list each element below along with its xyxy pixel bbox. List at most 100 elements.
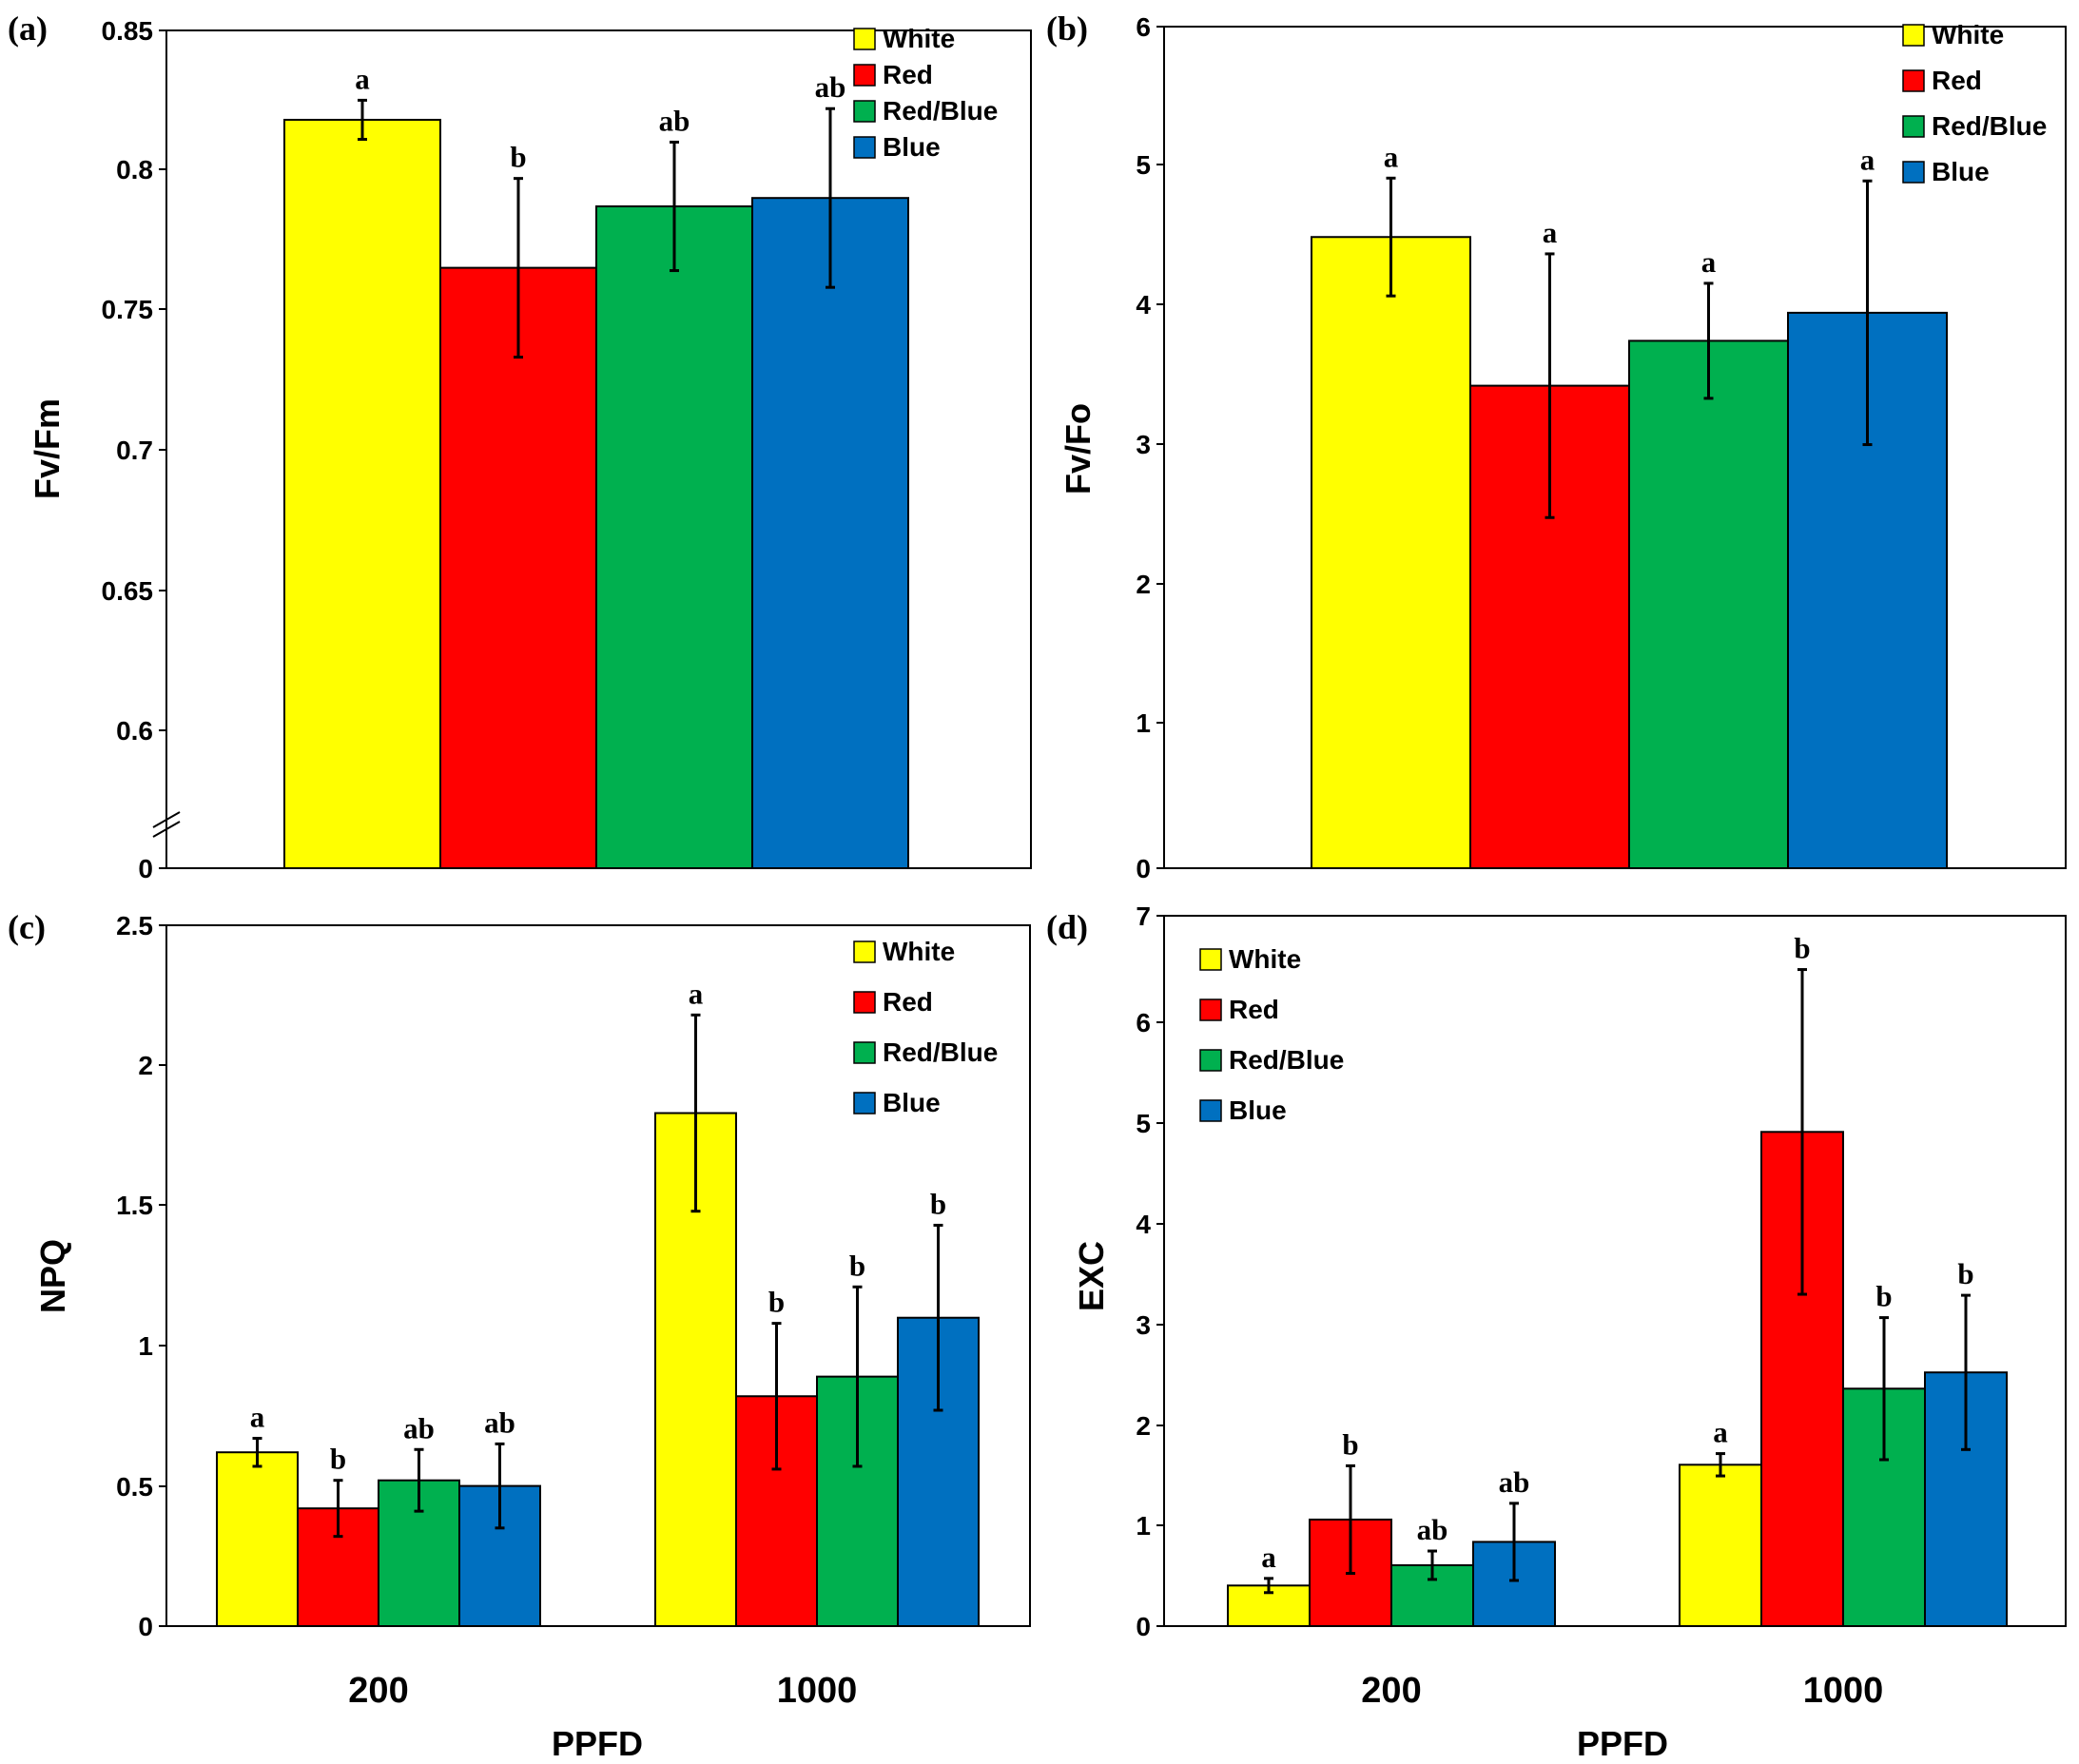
significance-letter: ab	[659, 104, 690, 137]
legend-swatch	[853, 64, 876, 87]
y-tick-label: 0	[138, 854, 153, 883]
y-tick-label: 2	[138, 1051, 153, 1080]
legend-swatch	[1199, 998, 1222, 1021]
significance-letter: ab	[403, 1411, 435, 1444]
significance-letter: a	[355, 62, 370, 95]
y-tick-label: 0.85	[102, 16, 154, 46]
legend-swatch	[853, 1041, 876, 1064]
legend-label: Red/Blue	[883, 1037, 998, 1067]
axis-break-mark	[152, 821, 181, 838]
significance-letter: ab	[815, 70, 846, 104]
significance-letter: b	[1794, 932, 1810, 965]
legend-label: Red	[1229, 995, 1279, 1024]
y-tick-label: 2	[1136, 570, 1151, 599]
y-tick-label: 6	[1136, 1008, 1151, 1037]
legend-label: Red/Blue	[1229, 1045, 1344, 1075]
x-category-label: 1000	[777, 1671, 858, 1711]
y-tick-label: 0.8	[116, 155, 153, 184]
legend: White Red Red/Blue Blue	[1902, 20, 2047, 186]
plot-frame	[165, 924, 1031, 1627]
legend-swatch	[853, 136, 876, 159]
significance-letter: a	[1384, 140, 1399, 173]
significance-letter: ab	[1499, 1465, 1530, 1499]
legend-label: Red	[1932, 66, 1982, 95]
legend-swatch	[1199, 1049, 1222, 1072]
panel-a: (a)00.60.650.70.750.80.85Fv/FmabababWhit…	[8, 10, 1032, 883]
significance-letter: a	[1860, 143, 1875, 176]
significance-letter: a	[689, 977, 704, 1010]
panel-letter: (c)	[8, 908, 46, 946]
y-tick-label: 2.5	[116, 911, 153, 940]
legend: White Red Red/Blue Blue	[853, 937, 998, 1117]
legend-label: White	[883, 937, 955, 966]
legend-swatch	[853, 991, 876, 1014]
legend-swatch	[853, 28, 876, 50]
y-tick-label: 4	[1136, 1210, 1151, 1239]
y-tick-label: 0.65	[102, 576, 154, 606]
panel-letter: (d)	[1046, 908, 1088, 946]
y-tick-label: 1	[138, 1331, 153, 1361]
significance-letter: a	[1713, 1416, 1728, 1449]
y-tick-label: 0	[138, 1612, 153, 1641]
y-tick-label: 1.5	[116, 1191, 153, 1220]
legend: White Red Red/Blue Blue	[1199, 944, 1344, 1125]
bar-blue	[751, 197, 909, 869]
legend-swatch	[1199, 948, 1222, 971]
significance-letter: b	[1957, 1257, 1973, 1290]
x-axis-label: PPFD	[1577, 1724, 1668, 1763]
bar-white	[283, 118, 441, 870]
significance-letter: b	[849, 1249, 865, 1282]
significance-letter: ab	[1417, 1513, 1448, 1546]
legend-label: White	[883, 24, 955, 53]
significance-letter: b	[768, 1286, 785, 1319]
bar-white	[1311, 236, 1471, 869]
legend-label: White	[1229, 944, 1301, 974]
legend: White Red Red/Blue Blue	[853, 24, 998, 162]
bar-red-blue	[1628, 339, 1789, 869]
y-axis-label: EXC	[1072, 1241, 1111, 1311]
y-tick-label: 3	[1136, 1310, 1151, 1340]
bar-red-blue	[595, 205, 753, 869]
y-axis-label: Fv/Fm	[28, 398, 67, 499]
y-tick-label: 3	[1136, 430, 1151, 459]
legend-swatch	[1902, 24, 1925, 47]
y-tick-label: 0	[1136, 854, 1151, 883]
legend-label: Red/Blue	[883, 96, 998, 126]
plot-frame	[1163, 915, 2067, 1627]
y-axis-label: NPQ	[33, 1239, 72, 1313]
legend-swatch	[1902, 115, 1925, 138]
y-tick-label: 1	[1136, 708, 1151, 738]
panel-d: (d)01234567EXCababab200abbb1000PPFDWhite…	[1046, 901, 2067, 1763]
y-tick-label: 5	[1136, 1109, 1151, 1138]
y-tick-label: 0.7	[116, 436, 153, 465]
x-category-label: 200	[348, 1671, 408, 1711]
significance-letter: b	[1342, 1427, 1358, 1461]
legend-swatch	[1902, 161, 1925, 184]
legend-label: Red/Blue	[1932, 111, 2047, 141]
y-tick-label: 0.5	[116, 1472, 153, 1502]
panel-letter: (a)	[8, 10, 48, 48]
significance-letter: a	[1543, 216, 1558, 249]
y-tick-label: 1	[1136, 1511, 1151, 1541]
y-axis-label: Fv/Fo	[1059, 403, 1098, 494]
legend-label: Blue	[883, 1088, 941, 1117]
legend-label: Red	[883, 60, 933, 89]
y-tick-label: 0.75	[102, 295, 154, 324]
legend-label: Red	[883, 987, 933, 1017]
x-category-label: 1000	[1803, 1671, 1884, 1711]
significance-letter: b	[510, 141, 526, 174]
y-tick-label: 0	[1136, 1612, 1151, 1641]
legend-swatch	[1199, 1099, 1222, 1122]
bar-white	[1679, 1464, 1762, 1628]
legend-swatch	[1902, 69, 1925, 92]
bar-red	[439, 266, 597, 870]
significance-letter: b	[330, 1443, 346, 1476]
y-tick-label: 7	[1136, 901, 1151, 931]
legend-label: White	[1932, 20, 2004, 49]
y-tick-label: 2	[1136, 1411, 1151, 1441]
significance-letter: b	[1875, 1280, 1892, 1313]
y-tick-label: 6	[1136, 12, 1151, 42]
legend-swatch	[853, 100, 876, 123]
significance-letter: b	[930, 1187, 946, 1220]
